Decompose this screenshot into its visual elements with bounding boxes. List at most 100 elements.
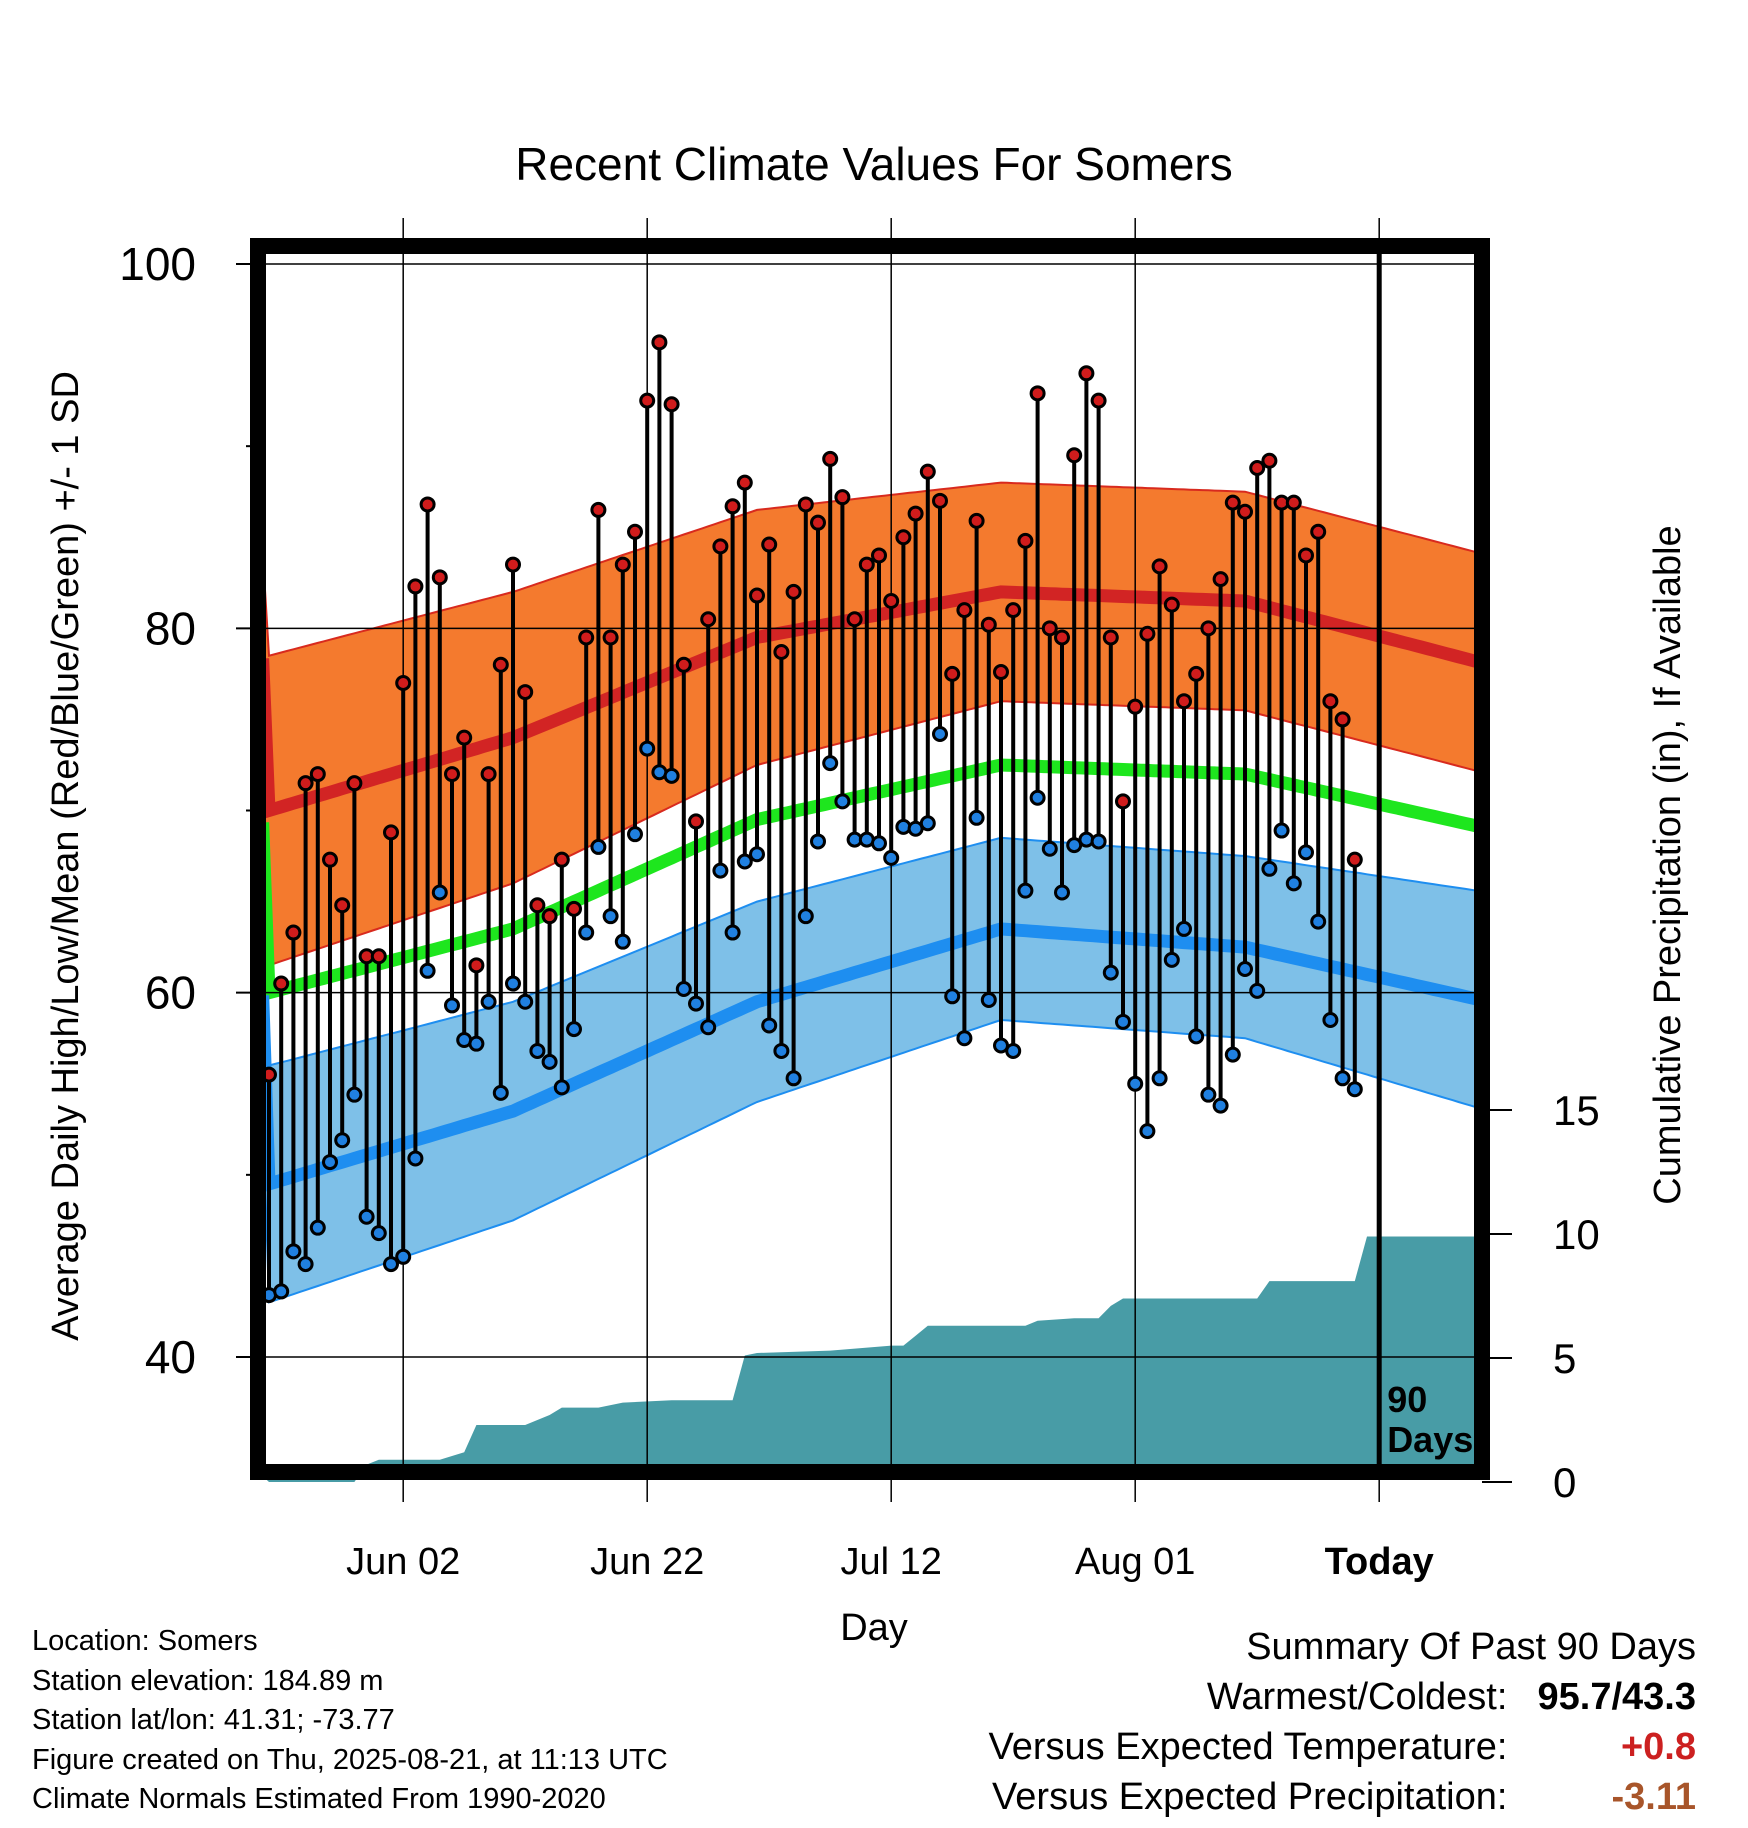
high-point <box>309 766 326 783</box>
low-point <box>883 849 900 866</box>
y2-tick-label: 5 <box>1553 1335 1576 1382</box>
low-point <box>675 981 692 998</box>
latlon-text: Station lat/lon: 41.31; -73.77 <box>32 1704 395 1736</box>
high-point <box>1261 452 1278 469</box>
high-point <box>1078 365 1095 382</box>
y2-tick-label: 10 <box>1553 1211 1600 1258</box>
high-point <box>1005 602 1022 619</box>
high-point <box>553 851 570 868</box>
low-point <box>834 793 851 810</box>
x-tick-label: Aug 01 <box>1075 1541 1195 1583</box>
high-point <box>1346 851 1363 868</box>
high-point <box>1188 665 1205 682</box>
high-point <box>810 514 826 531</box>
low-normal-line <box>256 922 1484 1193</box>
low-point <box>944 988 961 1005</box>
high-point <box>541 908 558 925</box>
low-point <box>1017 882 1034 899</box>
high-point <box>919 463 936 480</box>
low-point <box>712 862 729 879</box>
low-point <box>639 740 656 757</box>
low-point <box>956 1030 973 1047</box>
summary-heading: Summary Of Past 90 Days <box>1246 1626 1696 1668</box>
low-point <box>1102 964 1119 981</box>
low-point <box>517 993 534 1010</box>
high-point <box>407 578 424 595</box>
chart-title: Recent Climate Values For Somers <box>515 138 1233 190</box>
x-tick-label: Jun 02 <box>346 1541 460 1583</box>
high-point <box>651 334 668 351</box>
low-point <box>322 1154 338 1171</box>
high-point <box>627 523 643 540</box>
x-tick-label: Jul 12 <box>840 1541 941 1583</box>
x-axis-label: Day <box>840 1607 908 1649</box>
low-point <box>529 1042 546 1059</box>
high-point <box>736 474 753 491</box>
high-point <box>785 583 802 600</box>
low-point <box>1237 960 1253 977</box>
low-point <box>297 1256 314 1273</box>
low-point <box>383 1256 399 1273</box>
low-point <box>1310 913 1327 930</box>
high-point <box>273 975 290 992</box>
low-point <box>614 933 631 950</box>
low-point <box>797 908 814 925</box>
high-point <box>444 766 460 783</box>
low-point <box>1090 833 1107 850</box>
low-point <box>431 884 448 901</box>
high-point <box>322 851 338 868</box>
plot-frame <box>250 238 1490 1480</box>
low-point <box>334 1132 351 1149</box>
high-point <box>1285 494 1302 511</box>
high-point <box>1115 793 1131 810</box>
low-point <box>1029 789 1046 806</box>
y-tick-label: 100 <box>119 238 196 290</box>
high-point <box>822 450 839 467</box>
low-point <box>602 908 619 925</box>
x-tick-label: Today <box>1325 1541 1434 1583</box>
y2-tick-label: 15 <box>1553 1087 1600 1134</box>
high-point <box>883 593 900 610</box>
high-point <box>761 536 778 553</box>
low-point <box>1273 822 1290 839</box>
high-point <box>517 684 534 701</box>
high-points <box>261 334 1363 1083</box>
high-point <box>1054 629 1070 646</box>
high-point <box>639 392 656 409</box>
low-point <box>980 991 997 1008</box>
y-tick-label: 60 <box>145 967 196 1019</box>
high-point <box>395 674 412 691</box>
x-tick-label: Jun 22 <box>590 1541 704 1583</box>
high-point <box>1322 693 1339 710</box>
low-point <box>578 924 595 941</box>
low-point <box>407 1150 424 1167</box>
low-point <box>1005 1042 1022 1059</box>
warm-cold-value: 95.7/43.3 <box>1537 1676 1696 1718</box>
high-point <box>1334 711 1351 728</box>
high-point <box>297 775 314 792</box>
low-point <box>370 1225 387 1242</box>
high-point <box>907 505 924 522</box>
high-point <box>431 569 448 586</box>
high-point <box>1200 620 1217 637</box>
low-point <box>566 1021 582 1038</box>
daily-stems <box>267 342 1357 1296</box>
low-point <box>1188 1028 1205 1045</box>
high-point <box>1310 523 1327 540</box>
precip-area <box>258 1236 1482 1482</box>
high-point <box>1237 503 1253 520</box>
high-point <box>566 900 582 917</box>
high-point <box>1029 385 1046 402</box>
high-point <box>1102 629 1119 646</box>
low-point <box>480 993 497 1010</box>
high-point <box>1224 494 1241 511</box>
high-point <box>383 824 399 841</box>
low-point <box>871 835 887 852</box>
high-point <box>980 616 997 633</box>
high-point <box>1212 571 1229 588</box>
elevation-text: Station elevation: 184.89 m <box>32 1664 384 1697</box>
low-point <box>419 962 436 979</box>
low-point <box>285 1243 302 1260</box>
y-axis-label: Average Daily High/Low/Mean (Red/Blue/Gr… <box>45 371 87 1341</box>
low-point <box>590 838 607 855</box>
